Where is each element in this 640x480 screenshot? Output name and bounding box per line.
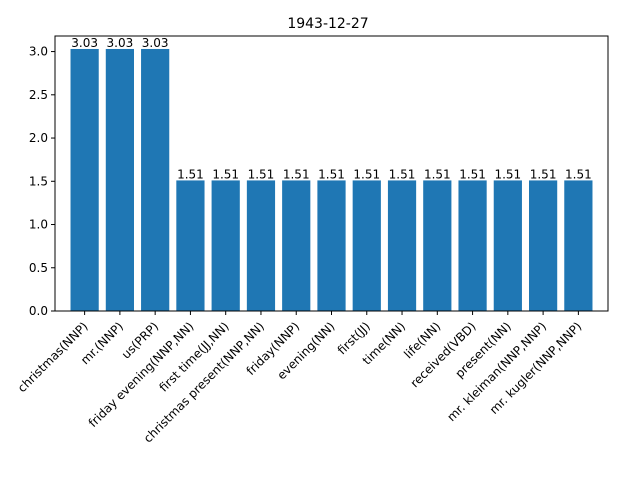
bar <box>458 180 487 311</box>
bar-value-label: 1.51 <box>389 167 416 181</box>
bar <box>564 180 593 311</box>
bar <box>387 180 417 311</box>
y-tick-label: 3.0 <box>29 45 48 59</box>
bar-value-label: 1.51 <box>494 167 521 181</box>
bar <box>105 48 134 311</box>
y-tick-label: 0.5 <box>29 261 48 275</box>
bar <box>529 180 558 311</box>
bar-value-label: 1.51 <box>248 167 275 181</box>
bar-value-label: 1.51 <box>318 167 345 181</box>
bar <box>493 180 522 311</box>
bar-value-label: 1.51 <box>424 167 451 181</box>
bar-value-label: 1.51 <box>565 167 592 181</box>
bar <box>246 180 276 311</box>
bar-value-label: 1.51 <box>283 167 310 181</box>
bar <box>352 180 381 311</box>
bar-value-label: 1.51 <box>459 167 486 181</box>
y-tick-label: 1.0 <box>29 218 48 232</box>
bar-value-label: 3.03 <box>71 36 98 50</box>
bar <box>211 180 240 311</box>
y-tick-label: 0.0 <box>29 304 48 318</box>
bar-value-label: 3.03 <box>142 36 169 50</box>
bar-value-label: 1.51 <box>177 167 204 181</box>
bar <box>176 180 205 311</box>
bar-value-label: 3.03 <box>107 36 134 50</box>
bar-value-label: 1.51 <box>530 167 557 181</box>
bar <box>282 180 311 311</box>
y-tick-label: 2.0 <box>29 131 48 145</box>
bar <box>141 48 170 311</box>
bar <box>423 180 452 311</box>
bar <box>70 48 99 311</box>
bar-value-label: 1.51 <box>353 167 380 181</box>
y-tick-label: 2.5 <box>29 88 48 102</box>
chart-title: 1943-12-27 <box>287 16 368 32</box>
plot-area: 3.03 3.03 3.031.51 1.51 1.51 1.51 1.51 1.51 1.51… <box>15 35 609 445</box>
bar-value-label: 1.51 <box>212 167 239 181</box>
y-tick-label: 1.5 <box>29 174 48 188</box>
bar <box>317 180 346 311</box>
